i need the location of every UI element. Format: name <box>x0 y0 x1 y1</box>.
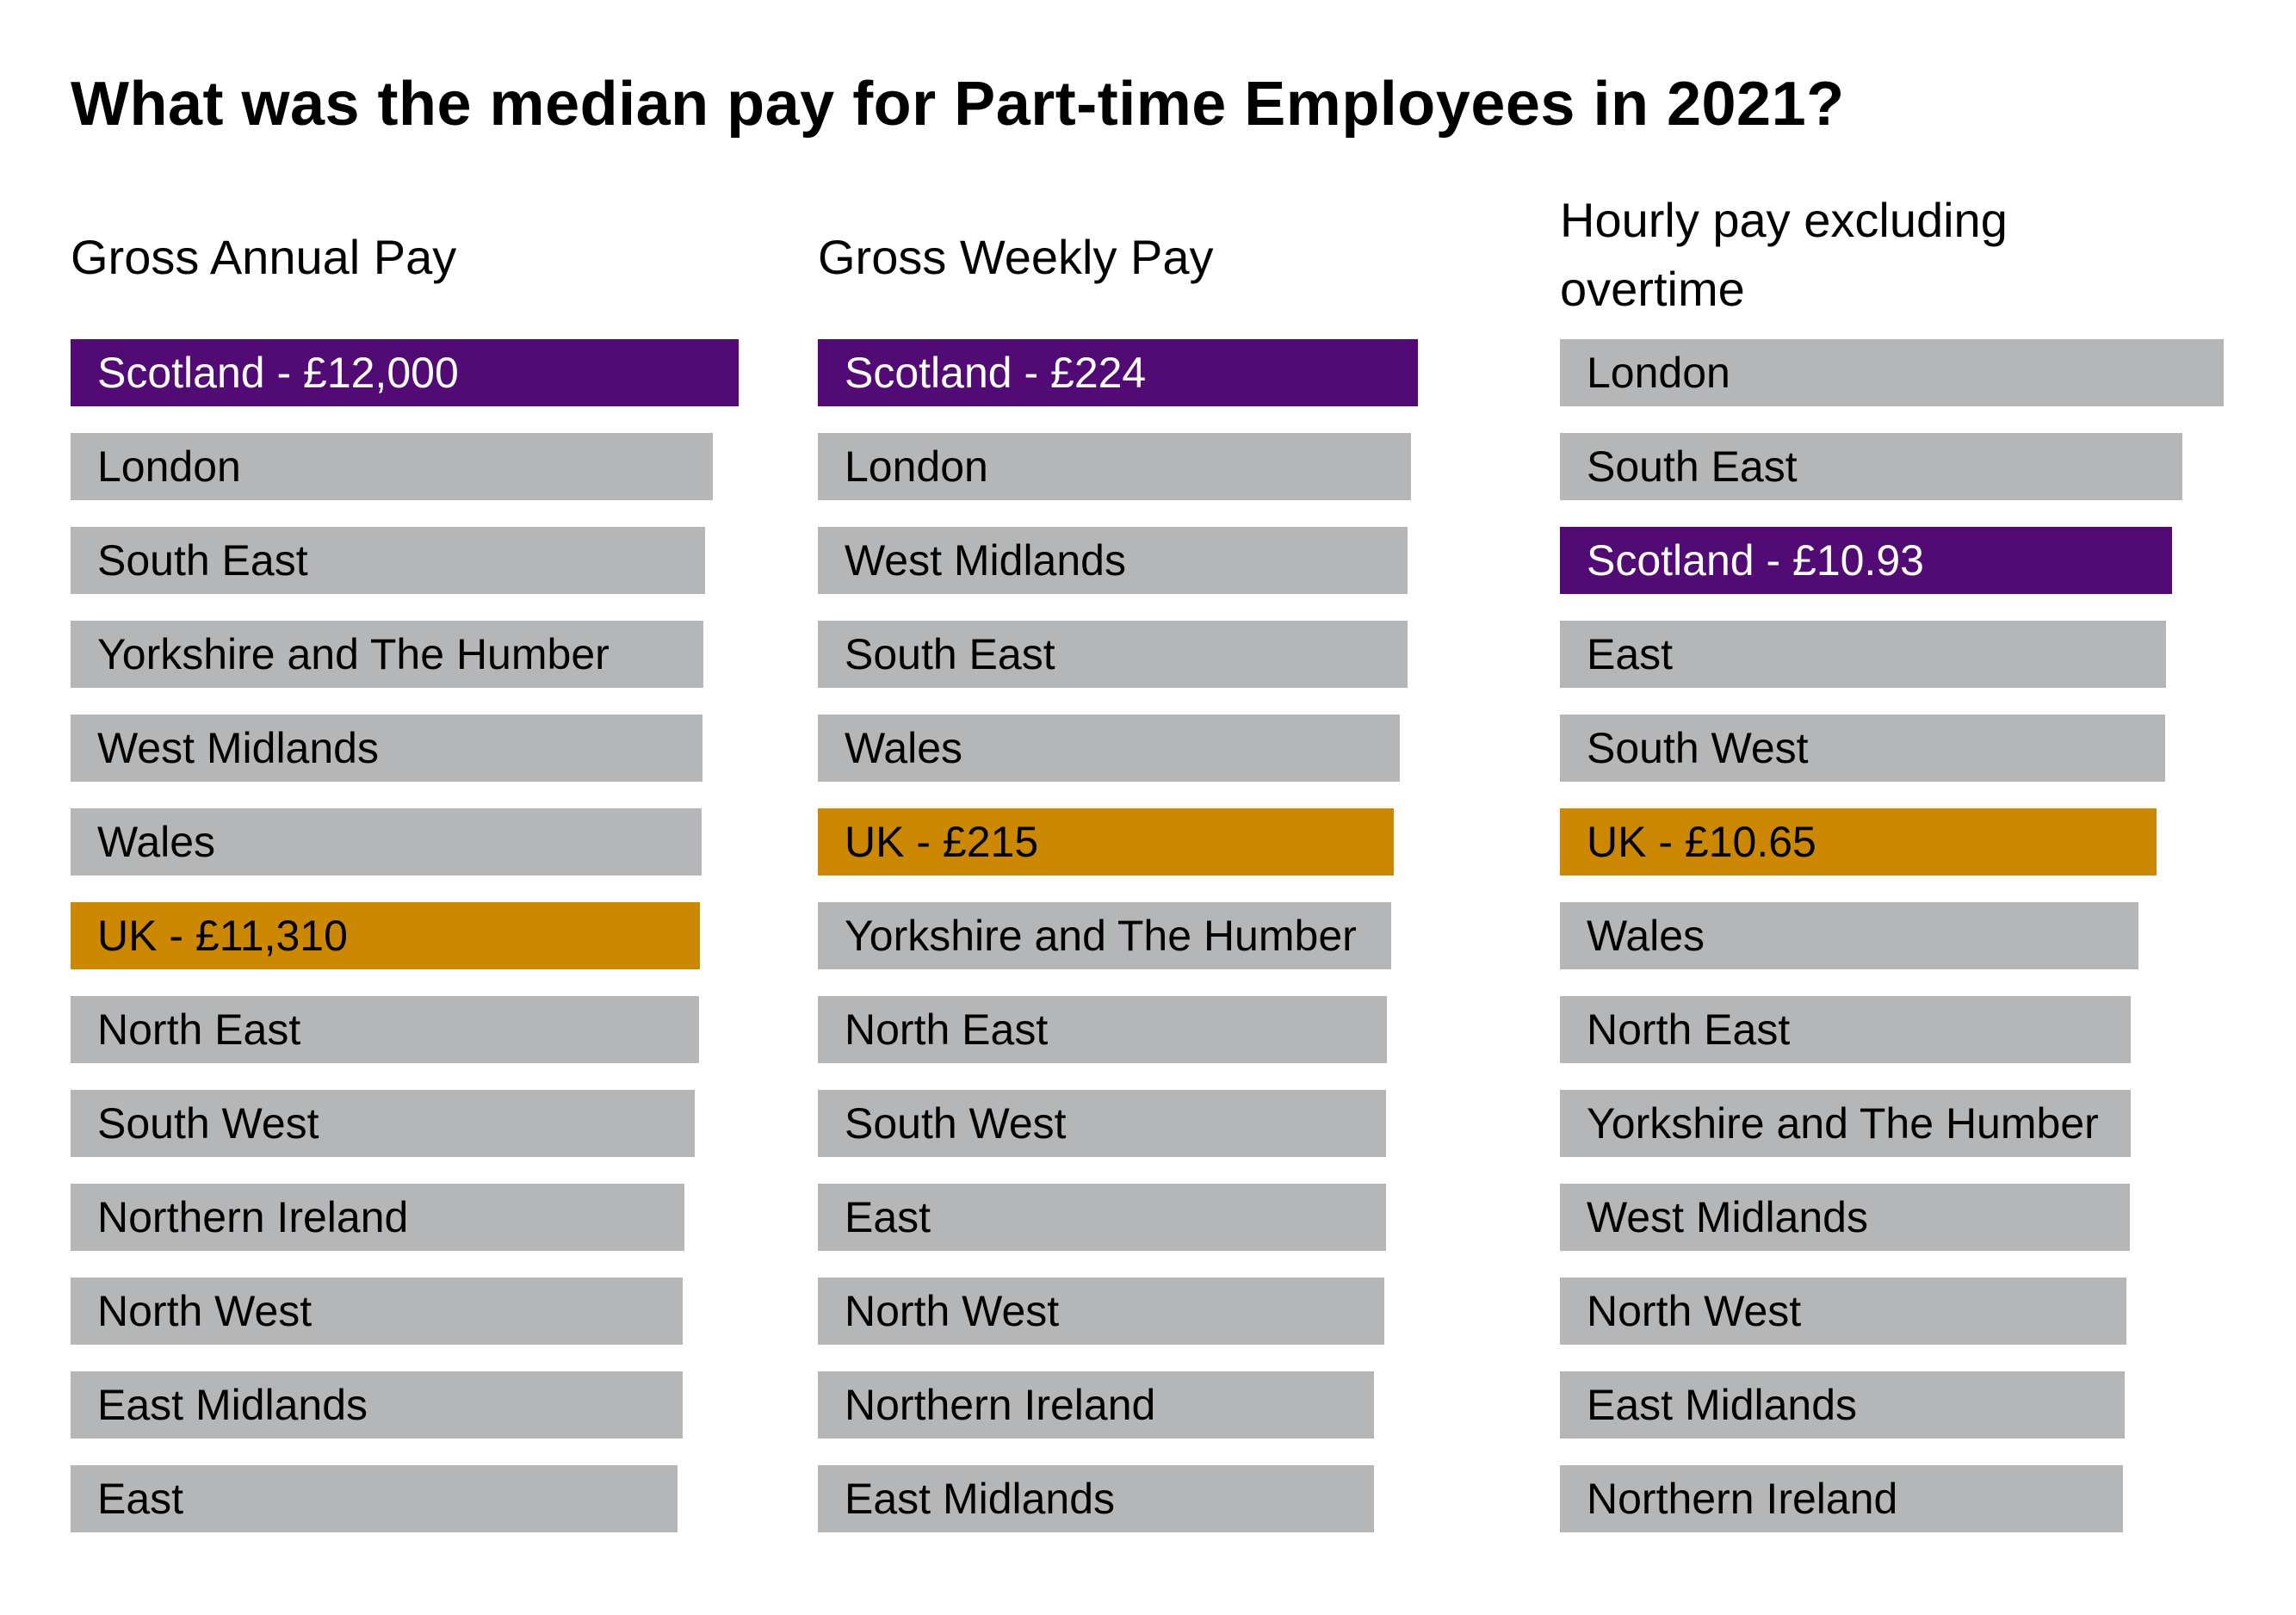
bar-label: Northern Ireland <box>97 1193 409 1241</box>
bar-region: West Midlands <box>71 715 702 782</box>
bar-region: Wales <box>818 715 1401 782</box>
bar-label: London <box>845 442 988 491</box>
bar-label: Yorkshire and The Humber <box>845 912 1357 960</box>
bar-label: South East <box>97 536 308 585</box>
bar-region: East <box>1560 621 2167 688</box>
bar-region: North West <box>818 1278 1384 1345</box>
bar-label: South East <box>1587 442 1798 491</box>
bar-region: South West <box>818 1090 1386 1157</box>
bar-label: Northern Ireland <box>845 1381 1156 1429</box>
bar-region: East Midlands <box>71 1371 683 1439</box>
bar-region: London <box>1560 339 2224 406</box>
bar-label: Scotland - £10.93 <box>1587 536 1924 585</box>
bar-label: South East <box>845 630 1055 678</box>
bar-label: Wales <box>97 818 216 866</box>
bar-region: East Midlands <box>818 1465 1374 1532</box>
bar-label: South West <box>845 1099 1067 1148</box>
bar-region: Northern Ireland <box>818 1371 1374 1439</box>
bar-label: Yorkshire and The Humber <box>1587 1099 2099 1148</box>
bar-label: North West <box>97 1287 313 1335</box>
bar-label: North East <box>97 1006 301 1054</box>
bar-label: Yorkshire and The Humber <box>97 630 610 678</box>
bar-label: North West <box>845 1287 1060 1335</box>
bar-region: South East <box>1560 433 2182 500</box>
bar-region: Yorkshire and The Humber <box>818 902 1392 969</box>
bar-scotland: Scotland - £10.93 <box>1560 527 2172 594</box>
bar-region: North East <box>1560 996 2131 1063</box>
bar-label: East Midlands <box>1587 1381 1858 1429</box>
panel-heading: Gross Annual Pay <box>71 230 457 284</box>
bar-label: North East <box>1587 1006 1791 1054</box>
bar-label: UK - £215 <box>845 818 1039 866</box>
bar-region: North West <box>71 1278 684 1345</box>
bar-region: North East <box>71 996 700 1063</box>
bar-region: Wales <box>1560 902 2138 969</box>
bar-label: East Midlands <box>845 1475 1116 1523</box>
bar-label: North West <box>1587 1287 1802 1335</box>
bar-uk: UK - £11,310 <box>71 902 701 969</box>
bar-region: London <box>818 433 1411 500</box>
bar-region: Northern Ireland <box>1560 1465 2124 1532</box>
bar-region: London <box>71 433 713 500</box>
bar-region: South West <box>1560 715 2165 782</box>
bar-label: North East <box>845 1006 1049 1054</box>
bar-scotland: Scotland - £224 <box>818 339 1418 406</box>
bar-label: London <box>97 442 241 491</box>
bar-uk: UK - £10.65 <box>1560 808 2157 876</box>
bar-region: East <box>818 1184 1386 1251</box>
bar-label: UK - £10.65 <box>1587 818 1816 866</box>
bar-label: East <box>1587 630 1674 678</box>
bar-label: Scotland - £224 <box>845 349 1147 397</box>
panel-heading: Hourly pay excluding overtime <box>1560 186 2008 324</box>
bar-label: West Midlands <box>1587 1193 1868 1241</box>
bar-label: Scotland - £12,000 <box>97 349 459 397</box>
bar-scotland: Scotland - £12,000 <box>71 339 739 406</box>
bar-label: West Midlands <box>97 724 379 772</box>
bar-label: East <box>845 1193 931 1241</box>
bar-region: North West <box>1560 1278 2127 1345</box>
bar-label: South West <box>97 1099 319 1148</box>
bar-region: West Midlands <box>1560 1184 2130 1251</box>
bar-region: East Midlands <box>1560 1371 2126 1439</box>
bar-region: Yorkshire and The Humber <box>71 621 704 688</box>
bar-label: West Midlands <box>845 536 1126 585</box>
bar-region: South East <box>818 621 1408 688</box>
bar-label: Northern Ireland <box>1587 1475 1898 1523</box>
bar-label: East <box>97 1475 184 1523</box>
bar-label: London <box>1587 349 1730 397</box>
panel-heading-line: overtime <box>1560 262 1745 316</box>
bar-region: South West <box>71 1090 695 1157</box>
bar-region: Yorkshire and The Humber <box>1560 1090 2131 1157</box>
bar-region: North East <box>818 996 1388 1063</box>
bar-region: Wales <box>71 808 702 876</box>
bar-region: South East <box>71 527 706 594</box>
bar-label: Wales <box>845 724 963 772</box>
panel-heading-line: Hourly pay excluding <box>1560 193 2008 247</box>
bar-uk: UK - £215 <box>818 808 1394 876</box>
panel-heading: Gross Weekly Pay <box>818 230 1214 284</box>
bar-label: UK - £11,310 <box>97 912 348 960</box>
bar-label: Wales <box>1587 912 1705 960</box>
bar-region: West Midlands <box>818 527 1408 594</box>
bar-region: Northern Ireland <box>71 1184 685 1251</box>
bar-region: East <box>71 1465 678 1532</box>
bar-label: East Midlands <box>97 1381 368 1429</box>
chart-title: What was the median pay for Part-time Em… <box>71 70 1845 139</box>
bar-label: South West <box>1587 724 1809 772</box>
